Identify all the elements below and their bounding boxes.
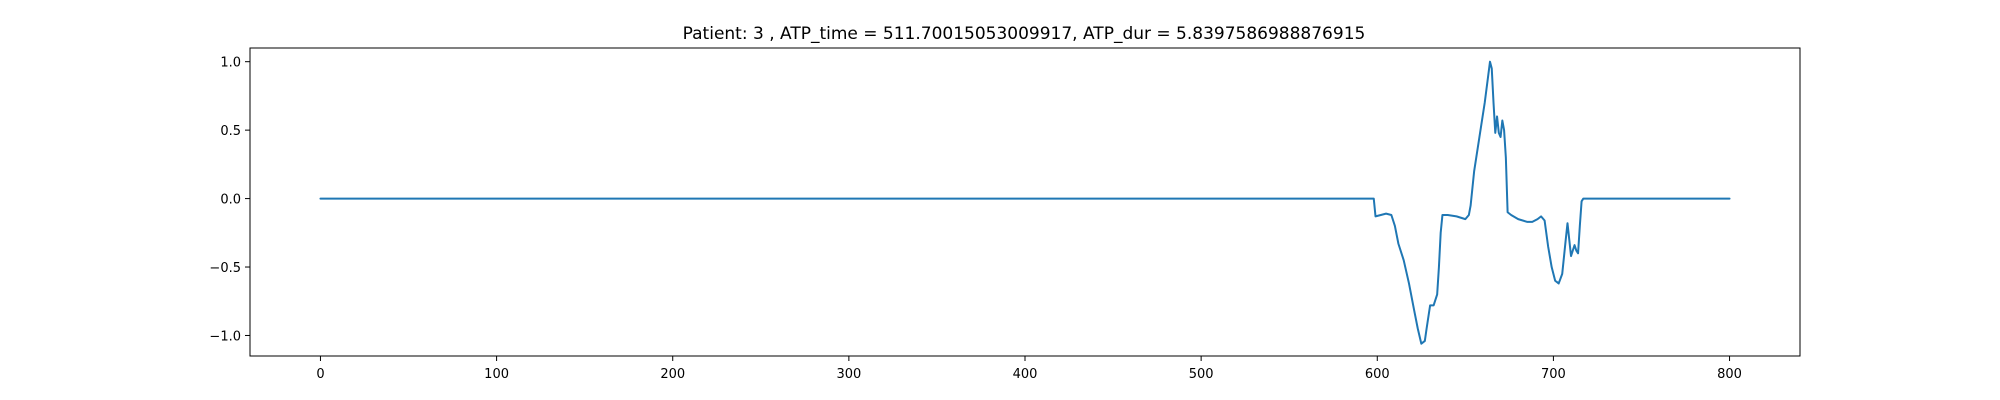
x-tick-label: 200 [660,367,685,382]
y-tick-label: 0.5 [220,124,241,139]
series-line [319,60,1731,345]
y-tick-label: −1.0 [209,329,241,344]
x-tick-label: 400 [1013,367,1038,382]
y-axis: 1.0 0.5 0.0 −0.5 −1.0 [209,56,250,344]
x-tick-label: 100 [484,367,509,382]
x-tick-label: 800 [1717,367,1742,382]
x-tick-label: 0 [316,367,324,382]
axes-frame [249,47,1801,357]
y-tick-label: −0.5 [209,261,241,276]
y-tick-label: 0.0 [220,193,241,208]
x-axis: 0 100 200 300 400 500 600 700 800 [316,356,1742,382]
x-tick-label: 700 [1541,367,1566,382]
x-tick-label: 600 [1365,367,1390,382]
y-tick-label: 1.0 [220,56,241,71]
x-tick-label: 300 [836,367,861,382]
chart-title: Patient: 3 , ATP_time = 511.700150530099… [683,24,1366,44]
x-tick-label: 500 [1189,367,1214,382]
